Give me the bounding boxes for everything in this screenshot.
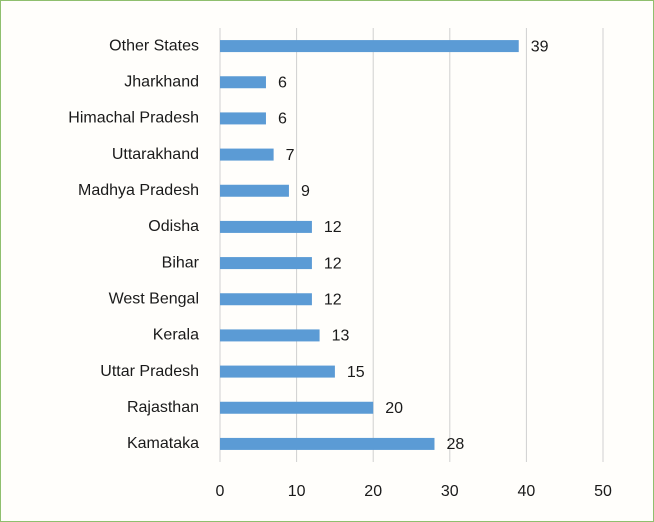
y-tick-label: Kamataka [127,435,199,452]
bar [220,40,519,53]
bar [220,293,312,306]
bar [220,437,435,450]
bar [220,112,266,125]
y-tick-label: Uttar Pradesh [100,363,199,380]
y-tick-label: Odisha [148,218,199,235]
value-label: 9 [301,183,310,200]
value-label: 28 [446,436,464,453]
value-label: 12 [324,219,342,236]
bar [220,76,266,89]
bar [220,220,312,233]
y-tick-label: Himachal Pradesh [68,110,199,127]
x-tick-label: 10 [288,483,306,500]
x-tick-label: 30 [441,483,459,500]
value-label: 12 [324,255,342,272]
value-label: 12 [324,291,342,308]
y-tick-label: Rajasthan [127,399,199,416]
value-label: 6 [278,74,287,91]
bar [220,184,289,197]
value-label: 13 [332,328,350,345]
bar [220,257,312,270]
bar [220,401,374,414]
bar [220,148,274,161]
value-label: 6 [278,111,287,128]
y-tick-label: Madhya Pradesh [78,182,199,199]
y-tick-label: Kerala [153,327,199,344]
x-tick-label: 20 [364,483,382,500]
y-tick-label: Jharkhand [124,73,199,90]
y-tick-label: Bihar [162,254,200,271]
x-tick-label: 0 [216,483,225,500]
y-tick-label: Uttarakhand [112,146,199,163]
bar [220,329,320,342]
value-label: 39 [531,38,549,55]
value-label: 15 [347,364,365,381]
value-label: 20 [385,400,403,417]
x-tick-label: 40 [518,483,536,500]
x-tick-label: 50 [594,483,612,500]
y-tick-label: Other States [109,37,199,54]
y-tick-label: West Bengal [109,290,199,307]
value-label: 7 [286,147,295,164]
bar [220,365,335,378]
